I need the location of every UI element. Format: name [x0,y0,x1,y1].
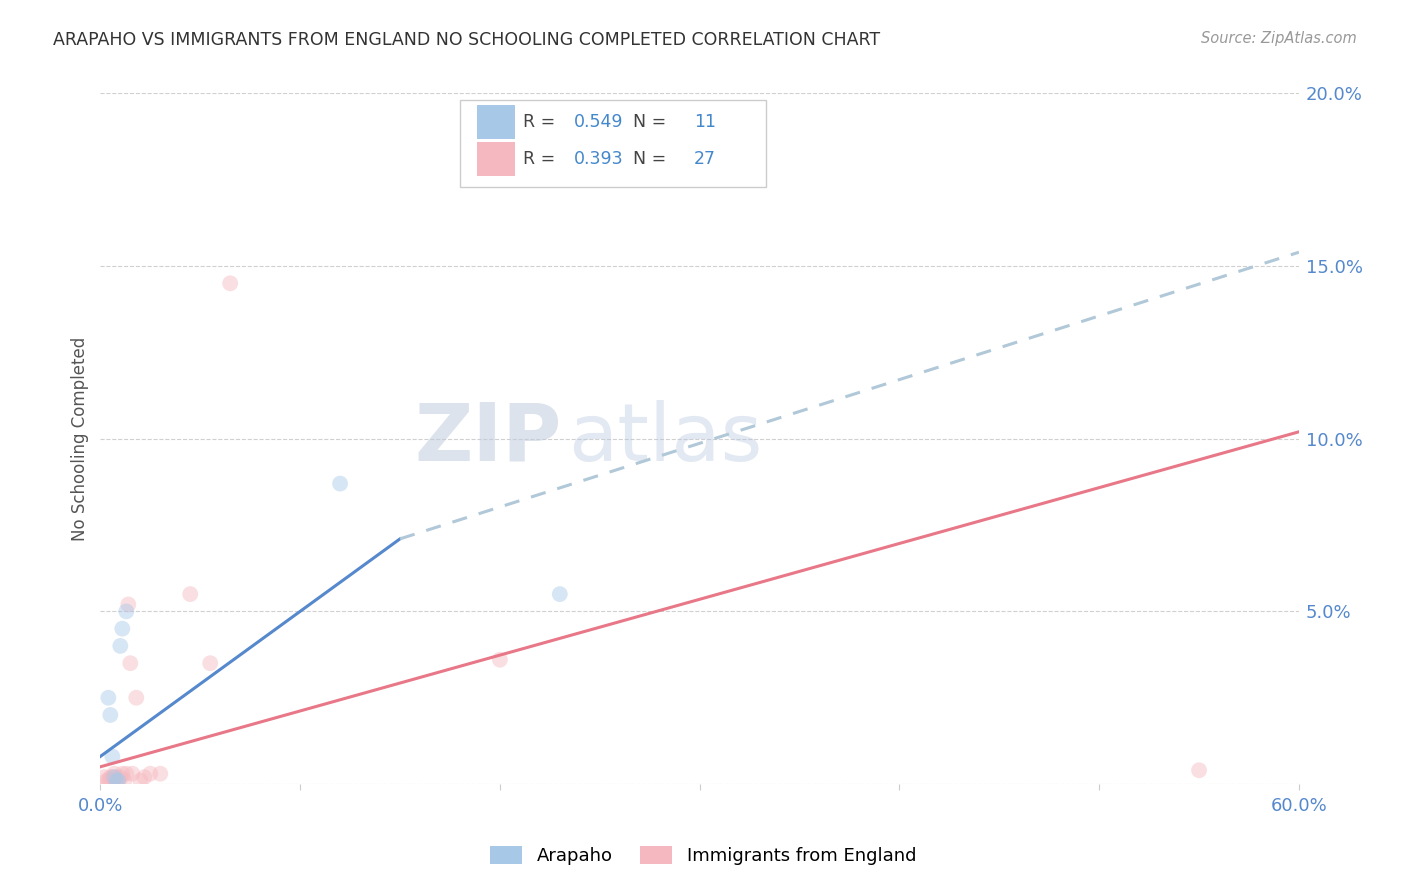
Point [129,773,152,788]
Point [97,690,120,705]
Point [115,604,138,618]
Text: R =: R = [523,150,561,168]
Legend: Arapaho, Immigrants from England: Arapaho, Immigrants from England [482,838,924,872]
Point [97,773,120,788]
Text: 0.549: 0.549 [574,113,623,131]
Point [101,749,124,764]
Point [117,598,139,612]
Point [93,770,115,784]
FancyBboxPatch shape [460,100,765,186]
Y-axis label: No Schooling Completed: No Schooling Completed [72,336,89,541]
Point [1188,764,1211,778]
Point [103,770,125,784]
Point [110,770,132,784]
Point [110,639,132,653]
Point [329,476,352,491]
Point [219,277,242,291]
Text: 11: 11 [693,113,716,131]
Point [103,773,125,788]
Text: Source: ZipAtlas.com: Source: ZipAtlas.com [1201,31,1357,46]
Point [98,773,121,788]
Point [112,773,135,788]
Text: N =: N = [621,150,672,168]
Point [107,773,129,788]
Point [98,770,121,784]
Point [111,766,134,780]
Point [121,766,143,780]
Point [134,770,156,784]
Text: N =: N = [621,113,672,131]
Point [103,766,125,780]
Text: 0.393: 0.393 [574,150,623,168]
Point [200,656,222,670]
Point [179,587,201,601]
Point [149,766,172,780]
Point [120,656,142,670]
Point [125,690,148,705]
Point [139,766,162,780]
FancyBboxPatch shape [477,105,515,139]
Point [115,766,138,780]
Point [111,622,134,636]
Point [105,770,128,784]
Text: ZIP: ZIP [415,400,562,478]
Point [679,172,702,186]
Point [489,653,512,667]
FancyBboxPatch shape [477,142,515,176]
Text: R =: R = [523,113,561,131]
Point [105,773,128,788]
Point [101,770,124,784]
Point [107,773,129,788]
Text: atlas: atlas [568,400,762,478]
Text: ARAPAHO VS IMMIGRANTS FROM ENGLAND NO SCHOOLING COMPLETED CORRELATION CHART: ARAPAHO VS IMMIGRANTS FROM ENGLAND NO SC… [53,31,880,49]
Point [98,708,121,723]
Text: 27: 27 [693,150,716,168]
Point [548,587,571,601]
Point [96,773,118,788]
